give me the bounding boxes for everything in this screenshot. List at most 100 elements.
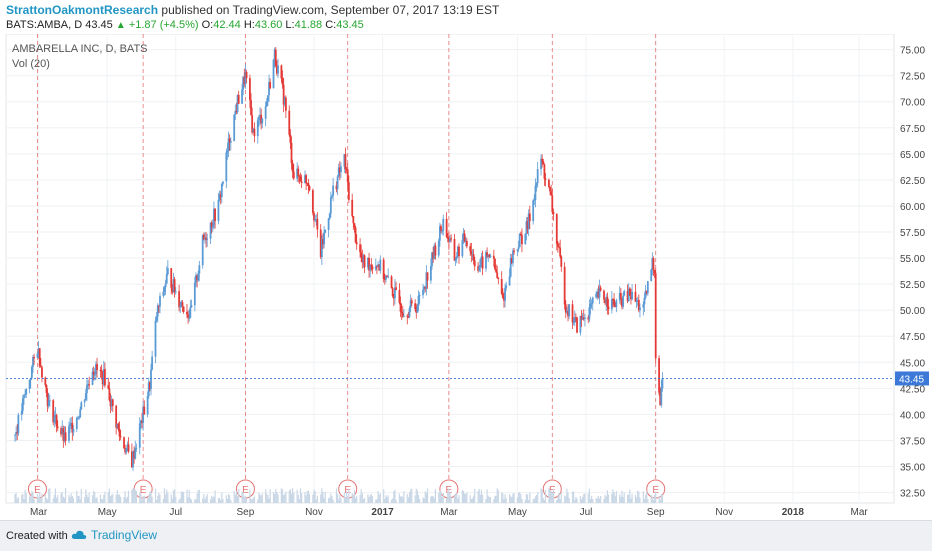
candle-body <box>548 179 550 187</box>
candle-body <box>17 414 20 434</box>
candle-body <box>306 182 309 184</box>
volume-bar <box>455 493 457 503</box>
candle-body <box>228 138 231 143</box>
volume-bar <box>157 495 159 503</box>
volume-bar <box>549 489 551 503</box>
candle-body <box>613 299 616 305</box>
candle-body <box>345 169 348 171</box>
volume-bar <box>53 494 55 503</box>
volume-bar <box>567 492 569 503</box>
earnings-label: E <box>549 485 556 496</box>
candle-body <box>56 426 59 429</box>
candle-body <box>202 234 205 240</box>
candle-body <box>261 118 264 124</box>
volume-bar <box>566 488 568 503</box>
candle-body <box>440 226 442 231</box>
candle-body <box>166 268 169 274</box>
candle-body <box>653 270 656 274</box>
high-value: 43.60 <box>254 19 283 31</box>
candle-body <box>455 256 458 259</box>
volume-bar <box>187 497 189 503</box>
volume-bar <box>194 499 196 503</box>
candle-body <box>612 299 614 301</box>
candle-body <box>637 299 640 311</box>
x-tick-label: 2017 <box>371 507 394 518</box>
earnings-label: E <box>652 485 659 496</box>
volume-bar <box>139 492 141 503</box>
volume-bar <box>614 495 616 503</box>
candle-body <box>519 233 522 236</box>
volume-bar <box>406 494 408 503</box>
volume-bar <box>120 496 122 503</box>
volume-bar <box>583 494 585 503</box>
volume-bar <box>229 495 231 503</box>
volume-bar <box>426 488 429 503</box>
x-tick-label: May <box>508 507 527 518</box>
volume-bar <box>503 499 505 503</box>
candle-body <box>437 240 440 256</box>
candle-body <box>461 240 464 257</box>
candle-body <box>450 238 453 240</box>
candle-body <box>377 264 379 267</box>
tradingview-link[interactable]: TradingView <box>71 528 157 542</box>
volume-bar <box>596 498 598 503</box>
candle-body <box>79 409 82 418</box>
volume-bar <box>385 495 387 503</box>
candle-body <box>29 377 32 380</box>
volume-bar <box>537 491 539 503</box>
volume-bar <box>312 494 314 503</box>
volume-bar <box>653 494 656 503</box>
candle-body <box>353 223 356 228</box>
volume-bar <box>465 493 467 503</box>
candle-body <box>205 237 207 240</box>
candle-body <box>369 264 372 271</box>
candle-body <box>470 251 473 255</box>
volume-bar <box>104 491 106 503</box>
candle-body <box>181 302 184 307</box>
volume-bar <box>543 499 546 503</box>
volume-bar <box>623 492 625 503</box>
candle-body <box>265 101 268 107</box>
volume-bar <box>431 495 433 503</box>
volume-bar <box>174 489 176 503</box>
volume-bar <box>149 491 151 503</box>
candle-body <box>544 178 547 180</box>
volume-bar <box>147 497 149 503</box>
volume-bar <box>487 495 489 503</box>
candle-body <box>70 422 73 425</box>
candle-body <box>159 295 161 307</box>
volume-bar <box>568 498 570 503</box>
volume-bar <box>299 488 302 503</box>
volume-bar <box>72 498 75 503</box>
volume-bar <box>651 496 653 503</box>
candle-body <box>163 287 166 292</box>
candle-body <box>425 272 428 289</box>
candle-body <box>559 247 562 257</box>
author-link[interactable]: StrattonOakmontResearch <box>6 3 159 17</box>
candle-body <box>582 317 585 320</box>
candle-body <box>123 437 125 449</box>
candle-body <box>422 289 424 296</box>
volume-bar <box>268 498 270 503</box>
candle-body <box>509 258 512 277</box>
volume-bar <box>115 494 117 503</box>
candle-body <box>297 168 300 176</box>
candle-body <box>391 288 394 297</box>
volume-bar <box>661 494 664 503</box>
candle-body <box>462 233 465 241</box>
volume-bar <box>433 498 435 503</box>
candle-body <box>204 237 206 240</box>
volume-bar <box>39 491 41 503</box>
candle-body <box>534 185 537 201</box>
volume-bar <box>275 489 277 503</box>
low-value: 41.88 <box>294 19 323 31</box>
volume-bar <box>31 490 33 503</box>
candle-body <box>37 348 40 354</box>
volume-bar <box>516 497 519 503</box>
volume-bar <box>564 495 566 503</box>
volume-bar <box>556 499 558 503</box>
candle-body <box>331 195 333 198</box>
price-chart[interactable]: 32.50 35.00 37.50 40.00 42.50 45.00 47.50 50.00… <box>0 34 932 520</box>
candle-body <box>291 162 294 172</box>
candle-body <box>274 49 277 66</box>
